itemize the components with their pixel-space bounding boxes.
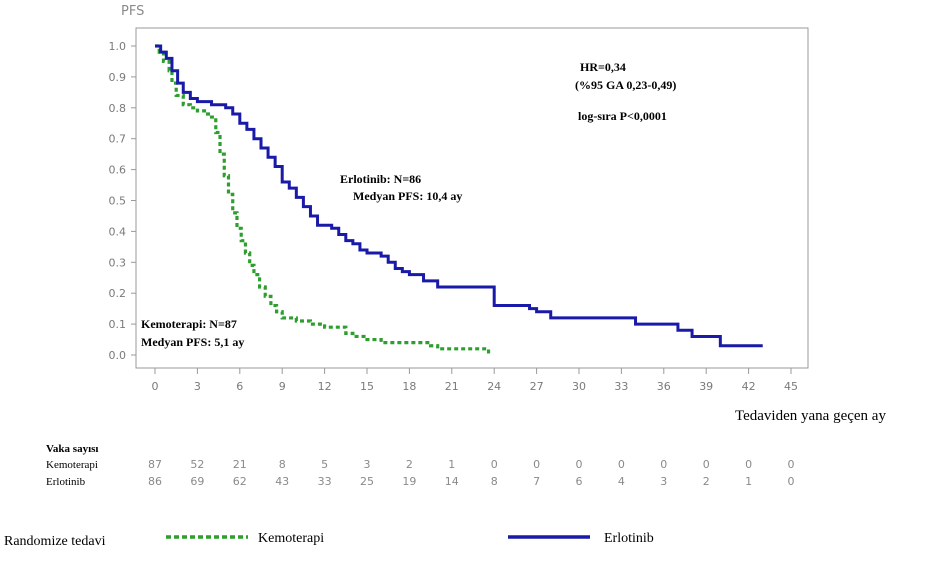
y-axis-label: PFS (121, 4, 144, 19)
risk-row-chemo-label: Kemoterapi (46, 459, 98, 471)
risk-count-kemoterapi: 5 (321, 458, 328, 471)
y-tick-label: 0.4 (109, 225, 127, 238)
chemo-median-annotation: Medyan PFS: 5,1 ay (141, 335, 244, 349)
y-tick-label: 0.6 (109, 164, 127, 177)
y-tick-label: 1.0 (109, 40, 127, 53)
risk-count-kemoterapi: 87 (148, 458, 162, 471)
x-tick-label: 0 (152, 380, 159, 393)
x-tick-label: 30 (572, 380, 586, 393)
curves (155, 44, 763, 355)
x-tick-label: 27 (530, 380, 544, 393)
risk-count-erlotinib: 3 (660, 475, 667, 488)
ci-annotation: (%95 GA 0,23-0,49) (575, 78, 676, 92)
risk-count-erlotinib: 7 (533, 475, 540, 488)
risk-count-erlotinib: 4 (618, 475, 625, 488)
legend-chemo-label: Kemoterapi (258, 531, 324, 546)
risk-count-kemoterapi: 1 (448, 458, 455, 471)
x-tick-label: 18 (402, 380, 416, 393)
risk-count-erlotinib: 86 (148, 475, 162, 488)
x-tick-label: 24 (487, 380, 501, 393)
risk-count-kemoterapi: 0 (491, 458, 498, 471)
risk-count-kemoterapi: 21 (233, 458, 247, 471)
risk-count-kemoterapi: 0 (533, 458, 540, 471)
x-axis: 0 3 6 9 12 15 18 21 24 27 30 33 36 39 42 45 (152, 368, 798, 393)
x-tick-label: 42 (742, 380, 756, 393)
risk-count-erlotinib: 8 (491, 475, 498, 488)
risk-count-erlotinib: 33 (318, 475, 332, 488)
risk-count-erlotinib: 25 (360, 475, 374, 488)
x-axis-label: Tedaviden yana geçen ay (735, 408, 886, 424)
chemo-n-annotation: Kemoterapi: N=87 (141, 317, 237, 331)
y-tick-label: 0.1 (109, 318, 127, 331)
risk-count-erlotinib: 62 (233, 475, 247, 488)
erlotinib-curve (155, 44, 763, 348)
legend-erlotinib-label: Erlotinib (604, 531, 654, 546)
erlotinib-n-annotation: Erlotinib: N=86 (340, 172, 421, 186)
risk-count-erlotinib: 69 (190, 475, 204, 488)
kemoterapi-curve (155, 44, 491, 355)
risk-count-kemoterapi: 0 (703, 458, 710, 471)
risk-count-kemoterapi: 3 (364, 458, 371, 471)
risk-count-kemoterapi: 0 (660, 458, 667, 471)
risk-count-erlotinib: 19 (402, 475, 416, 488)
x-tick-label: 21 (445, 380, 459, 393)
erlotinib-median-annotation: Medyan PFS: 10,4 ay (353, 189, 462, 203)
plot-frame (135, 27, 809, 369)
y-axis: 0.0 0.1 0.2 0.3 0.4 0.5 0.6 0.7 0.8 0.9 1.0 (109, 40, 136, 362)
y-tick-label: 0.9 (109, 71, 127, 84)
risk-count-erlotinib: 0 (788, 475, 795, 488)
x-tick-label: 12 (318, 380, 332, 393)
x-tick-label: 39 (699, 380, 713, 393)
risk-count-kemoterapi: 0 (576, 458, 583, 471)
risk-count-kemoterapi: 0 (618, 458, 625, 471)
risk-count-kemoterapi: 0 (745, 458, 752, 471)
y-tick-label: 0.5 (109, 195, 127, 208)
hr-annotation: HR=0,34 (580, 60, 626, 74)
y-tick-label: 0.0 (109, 349, 127, 362)
risk-count-kemoterapi: 0 (788, 458, 795, 471)
y-tick-label: 0.2 (109, 287, 127, 300)
risk-row-erlotinib-label: Erlotinib (46, 476, 86, 488)
risk-count-erlotinib: 6 (576, 475, 583, 488)
risk-count-erlotinib: 43 (275, 475, 289, 488)
risk-count-kemoterapi: 52 (190, 458, 204, 471)
risk-table-title: Vaka sayısı (46, 443, 98, 455)
y-tick-label: 0.8 (109, 102, 127, 115)
logrank-annotation: log-sıra P<0,0001 (578, 109, 667, 123)
risk-count-erlotinib: 2 (703, 475, 710, 488)
risk-count-kemoterapi: 2 (406, 458, 413, 471)
x-tick-label: 33 (614, 380, 628, 393)
y-tick-label: 0.3 (109, 256, 127, 269)
risk-count-erlotinib: 1 (745, 475, 752, 488)
x-tick-label: 36 (657, 380, 671, 393)
legend-title: Randomize tedavi (4, 534, 106, 549)
risk-table-values: 87 52 21 8 5 3 2 1 0 0 0 0 0 0 0 086 69 62 43 33 25 19 14 8 7 6 4 3… (148, 458, 795, 488)
x-tick-label: 45 (784, 380, 798, 393)
y-tick-label: 0.7 (109, 133, 127, 146)
x-tick-label: 3 (194, 380, 201, 393)
x-tick-label: 9 (279, 380, 286, 393)
x-tick-label: 6 (236, 380, 243, 393)
risk-count-erlotinib: 14 (445, 475, 459, 488)
x-tick-label: 15 (360, 380, 374, 393)
risk-count-kemoterapi: 8 (279, 458, 286, 471)
